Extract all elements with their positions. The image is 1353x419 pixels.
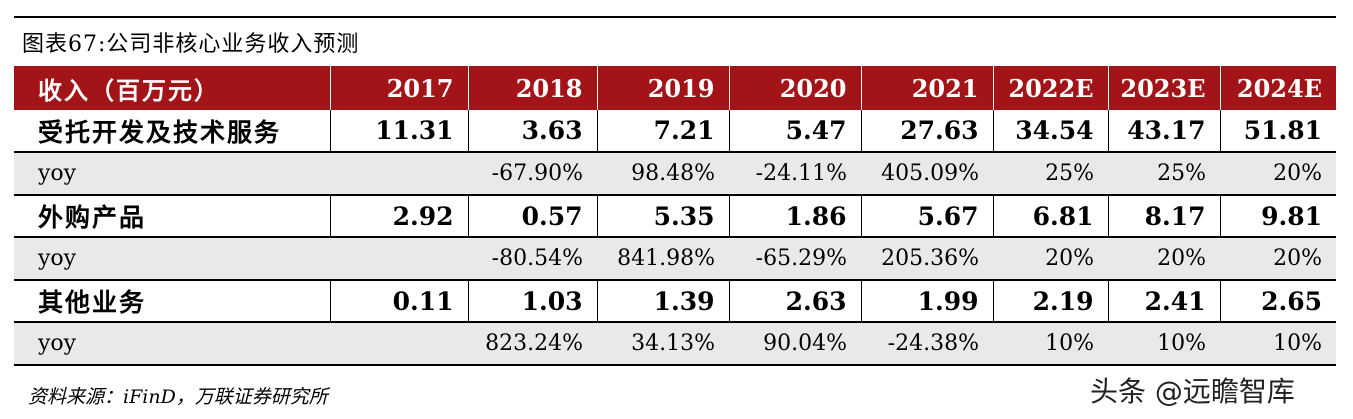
table-cell: 823.24% xyxy=(468,322,597,366)
table-cell xyxy=(330,322,468,366)
table-cell: 20% xyxy=(993,237,1108,281)
header-cell: 2018 xyxy=(467,66,597,110)
table-cell: 1.39 xyxy=(596,280,729,323)
table-cell: 34.54 xyxy=(992,110,1108,153)
table-cell: 20% xyxy=(1220,237,1336,281)
header-cell: 收入（百万元） xyxy=(38,76,220,105)
table-cell: 90.04% xyxy=(729,322,861,366)
table-cell: 405.09% xyxy=(861,152,993,196)
table-row: 其他业务 0.11 1.03 1.39 2.63 1.99 2.19 2.41 … xyxy=(14,280,1336,323)
header-cell: 2020 xyxy=(728,66,861,110)
revenue-forecast-table: 收入（百万元） 2017 2018 2019 2020 2021 2022E 2… xyxy=(14,66,1336,366)
table-cell: 3.63 xyxy=(467,110,597,153)
table-cell: 98.48% xyxy=(597,152,729,196)
table-cell: 34.13% xyxy=(597,322,729,366)
row-label: yoy xyxy=(14,152,330,196)
header-cell: 2019 xyxy=(596,66,729,110)
table-cell: 20% xyxy=(1108,237,1220,281)
figure-title: 图表67:公司非核心业务收入预测 xyxy=(22,32,360,57)
table-cell xyxy=(330,152,468,196)
table-cell: 6.81 xyxy=(992,195,1108,238)
header-cell: 2021 xyxy=(860,66,993,110)
header-cell: 2017 xyxy=(329,66,468,110)
table-cell: -24.11% xyxy=(729,152,861,196)
header-row: 收入（百万元） 2017 2018 2019 2020 2021 2022E 2… xyxy=(14,66,1336,110)
top-rule xyxy=(14,16,1336,18)
table-cell: 51.81 xyxy=(1219,110,1336,153)
header-cell: 2023E xyxy=(1107,66,1220,110)
table-cell: 1.03 xyxy=(467,280,597,323)
table-row: yoy -67.90% 98.48% -24.11% 405.09% 25% 2… xyxy=(14,152,1336,196)
row-label: 受托开发及技术服务 xyxy=(14,110,330,153)
table-cell: 0.11 xyxy=(329,280,468,323)
table-row: 外购产品 2.92 0.57 5.35 1.86 5.67 6.81 8.17 … xyxy=(14,195,1336,238)
table-cell: 20% xyxy=(1220,152,1336,196)
table-cell: 8.17 xyxy=(1107,195,1220,238)
table-cell: 5.67 xyxy=(860,195,993,238)
table-cell: 2.92 xyxy=(329,195,468,238)
table-cell: -24.38% xyxy=(861,322,993,366)
table-cell: 0.57 xyxy=(467,195,597,238)
row-label: yoy xyxy=(14,237,330,281)
table-cell: -80.54% xyxy=(468,237,597,281)
row-label: 其他业务 xyxy=(14,280,330,323)
table-cell: 11.31 xyxy=(329,110,468,153)
table-cell: 2.63 xyxy=(728,280,861,323)
table-cell: 841.98% xyxy=(597,237,729,281)
table-cell: 25% xyxy=(1108,152,1220,196)
table-cell: 2.19 xyxy=(992,280,1108,323)
table-row: 受托开发及技术服务 11.31 3.63 7.21 5.47 27.63 34.… xyxy=(14,110,1336,153)
table-cell: 43.17 xyxy=(1107,110,1220,153)
table-cell: 7.21 xyxy=(596,110,729,153)
table-row: yoy 823.24% 34.13% 90.04% -24.38% 10% 10… xyxy=(14,322,1336,366)
table-cell: 1.86 xyxy=(728,195,861,238)
table-cell: -65.29% xyxy=(729,237,861,281)
table-cell: -67.90% xyxy=(468,152,597,196)
watermark: 头条 @远瞻智库 xyxy=(1090,375,1295,408)
table-cell: 2.41 xyxy=(1107,280,1220,323)
table-cell: 25% xyxy=(993,152,1108,196)
table-cell: 205.36% xyxy=(861,237,993,281)
table-cell: 10% xyxy=(1220,322,1336,366)
table-cell: 9.81 xyxy=(1219,195,1336,238)
table-cell xyxy=(330,237,468,281)
table-cell: 2.65 xyxy=(1219,280,1336,323)
table-cell: 10% xyxy=(1108,322,1220,366)
table-cell: 5.47 xyxy=(728,110,861,153)
header-cell: 2024E xyxy=(1219,66,1336,110)
table-row: yoy -80.54% 841.98% -65.29% 205.36% 20% … xyxy=(14,237,1336,281)
table-cell: 5.35 xyxy=(596,195,729,238)
row-label: 外购产品 xyxy=(14,195,330,238)
row-label: yoy xyxy=(14,322,330,366)
table-cell: 10% xyxy=(993,322,1108,366)
source-note: 资料来源：iFinD，万联证券研究所 xyxy=(28,386,328,408)
header-cell: 2022E xyxy=(992,66,1108,110)
table-cell: 1.99 xyxy=(860,280,993,323)
table-cell: 27.63 xyxy=(860,110,993,153)
